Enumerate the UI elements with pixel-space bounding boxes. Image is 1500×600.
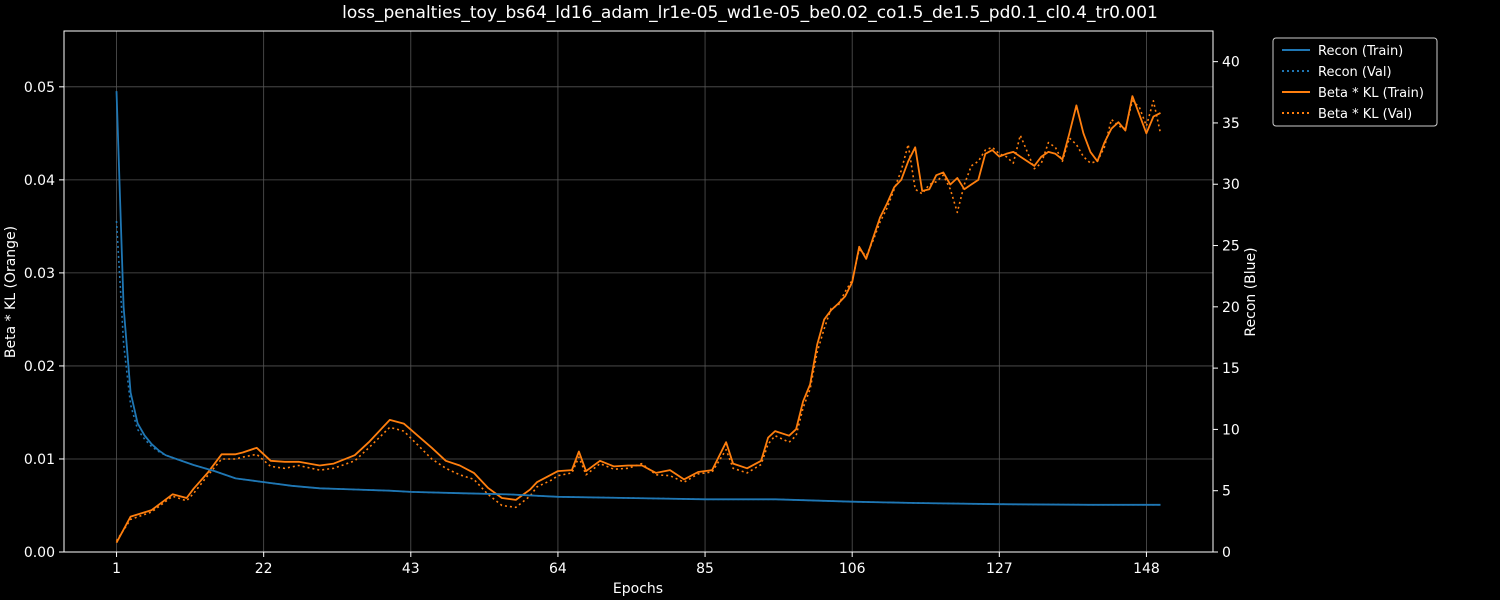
x-tick-label: 106 bbox=[839, 561, 866, 577]
chart-title: loss_penalties_toy_bs64_ld16_adam_lr1e-0… bbox=[342, 3, 1158, 23]
axes-layer: 1 22 43 64 85 106 127 148 0.00 0.01 0.02 0.03 0.04 0.… bbox=[24, 55, 1240, 577]
right-y-tick-label: 0 bbox=[1222, 545, 1231, 561]
left-y-tick-label: 0.05 bbox=[24, 80, 55, 96]
left-y-tick-label: 0.00 bbox=[24, 545, 55, 561]
right-y-tick-label: 5 bbox=[1222, 484, 1231, 500]
right-y-tick-label: 20 bbox=[1222, 300, 1240, 316]
x-tick-label: 148 bbox=[1133, 561, 1160, 577]
right-y-tick-label: 10 bbox=[1222, 422, 1240, 438]
left-y-tick-label: 0.01 bbox=[24, 452, 55, 468]
left-y-tick-label: 0.02 bbox=[24, 359, 55, 375]
right-y-tick-label: 15 bbox=[1222, 361, 1240, 377]
series-layer bbox=[115, 91, 1162, 544]
x-tick-label: 64 bbox=[549, 561, 567, 577]
x-tick-label: 1 bbox=[112, 561, 121, 577]
legend-label-recon-train: Recon (Train) bbox=[1318, 44, 1403, 59]
x-tick-label: 127 bbox=[986, 561, 1013, 577]
recon-train-line bbox=[115, 91, 1161, 506]
x-tick-label: 22 bbox=[255, 561, 273, 577]
legend-box bbox=[1272, 37, 1438, 127]
legend-label-kl-val: Beta * KL (Val) bbox=[1318, 107, 1412, 122]
legend-label-kl-train: Beta * KL (Train) bbox=[1318, 86, 1424, 101]
legend-label-recon-val: Recon (Val) bbox=[1318, 65, 1392, 80]
left-y-tick-label: 0.03 bbox=[24, 266, 55, 282]
right-y-tick-label: 40 bbox=[1222, 55, 1240, 71]
right-y-tick-label: 35 bbox=[1222, 116, 1240, 132]
left-y-axis-title: Beta * KL (Orange) bbox=[3, 226, 19, 358]
left-y-tick-label: 0.04 bbox=[24, 173, 55, 189]
plot-frame bbox=[63, 30, 1214, 553]
legend: Recon (Train) Recon (Val) Beta * KL (Tra… bbox=[1272, 37, 1438, 127]
kl-train-line bbox=[115, 95, 1161, 544]
x-axis-title: Epochs bbox=[613, 581, 663, 597]
x-tick-label: 85 bbox=[696, 561, 714, 577]
right-y-tick-label: 30 bbox=[1222, 177, 1240, 193]
right-y-tick-label: 25 bbox=[1222, 239, 1240, 255]
x-tick-label: 43 bbox=[402, 561, 420, 577]
right-y-axis-title: Recon (Blue) bbox=[1243, 247, 1259, 336]
